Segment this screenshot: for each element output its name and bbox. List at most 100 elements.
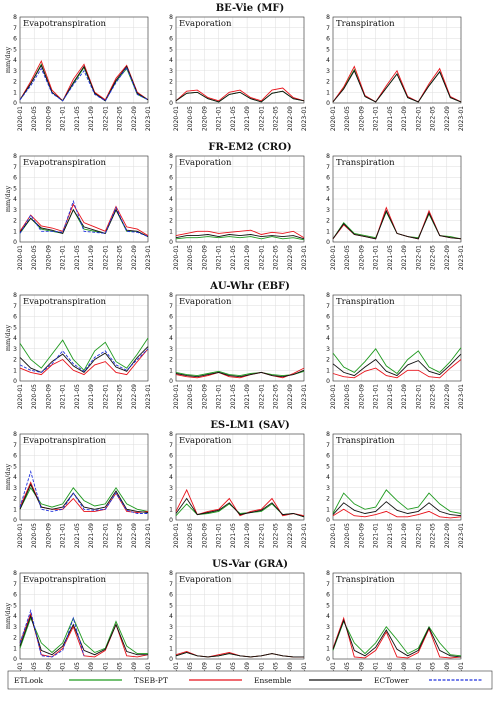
x-tick-label: 2020-05: [31, 384, 38, 409]
y-tick-label: 5: [169, 602, 173, 609]
y-tick-label: 2: [13, 357, 17, 364]
x-tick-label: 2022-05: [117, 245, 124, 270]
y-tick-label: 0: [326, 517, 330, 524]
series-line: [332, 620, 462, 657]
x-tick-label: 2023-01: [145, 245, 152, 270]
panel-title: Evaporation: [179, 158, 232, 168]
y-tick-label: 4: [13, 474, 17, 481]
x-tick-label: 2021-05: [387, 523, 394, 548]
y-tick-label: 8: [326, 292, 330, 299]
series-line: [332, 618, 462, 658]
y-tick-label: 8: [13, 14, 17, 21]
y-tick-label: 3: [13, 207, 17, 214]
y-tick-label: 0: [13, 517, 17, 524]
y-tick-label: 7: [169, 442, 173, 449]
x-tick-label: 2021-01: [373, 106, 380, 131]
x-tick-label: 2020-09: [201, 245, 208, 270]
x-tick-label: 2022-09: [131, 106, 138, 131]
x-tick-label: 2020-01: [17, 523, 24, 548]
x-tick-label: 2020-01: [173, 245, 180, 270]
x-tick-label: 2020-09: [358, 245, 365, 270]
series-line: [175, 369, 305, 378]
series-line: [19, 608, 85, 658]
y-tick-label: 2: [169, 79, 173, 86]
y-tick-label: 5: [326, 324, 330, 331]
y-tick-label: 2: [169, 496, 173, 503]
x-tick-label: 2023-01: [458, 106, 465, 131]
plot-frame: [332, 155, 462, 243]
y-tick-label: 3: [13, 624, 17, 631]
series-line: [19, 59, 149, 102]
x-tick-label: 2022-09: [444, 106, 451, 131]
y-tick-label: 3: [326, 624, 330, 631]
x-tick-label: 2022-05: [273, 106, 280, 131]
x-tick-label: 2020-05: [31, 245, 38, 270]
x-tick-label: 2021-05: [74, 106, 81, 131]
y-tick-label: 5: [169, 324, 173, 331]
series-line: [332, 206, 462, 240]
series-line: [19, 199, 149, 238]
y-tick-label: 2: [13, 635, 17, 642]
x-tick-label: 2022-01: [102, 523, 109, 548]
x-tick-label: 2020-05: [187, 106, 194, 131]
y-tick-label: 7: [169, 164, 173, 171]
x-tick-label: 2020-01: [173, 523, 180, 548]
y-tick-label: 4: [13, 613, 17, 620]
x-tick-label: 2021-05: [387, 245, 394, 270]
y-tick-label: 1: [13, 645, 17, 652]
series-line: [19, 66, 149, 102]
x-tick-label: 2021-09: [244, 384, 251, 409]
x-tick-label: 2020-01: [330, 106, 337, 131]
x-tick-label: 2021-05: [74, 523, 81, 548]
x-tick-label: 2020-09: [45, 106, 52, 131]
x-tick-label: 2021-05: [387, 384, 394, 409]
y-tick-label: 4: [326, 196, 330, 203]
x-tick-label: 2021-01: [373, 384, 380, 409]
x-tick-label: 2021-09: [401, 106, 408, 131]
panel-title: Evaporation: [179, 575, 232, 585]
plot-frame: [19, 433, 149, 521]
x-tick-label: 2021-09: [401, 384, 408, 409]
series-line: [332, 616, 462, 659]
y-tick-label: 2: [169, 357, 173, 364]
y-axis-label: mm/day: [4, 186, 12, 213]
x-tick-label: 2023-01: [145, 384, 152, 409]
y-tick-label: 3: [169, 68, 173, 75]
y-tick-label: 4: [13, 196, 17, 203]
x-tick-label: 2021-01: [216, 106, 223, 131]
series-line: [19, 469, 148, 514]
x-tick-label: 2020-09: [201, 384, 208, 409]
series-line: [19, 337, 149, 372]
y-tick-label: 1: [326, 645, 330, 652]
x-tick-label: 2022-09: [444, 384, 451, 409]
x-tick-label: 2022-05: [117, 106, 124, 131]
x-tick-label: 2022-09: [131, 523, 138, 548]
panel-title: Evapotranspiration: [23, 297, 107, 307]
y-tick-label: 2: [326, 357, 330, 364]
y-tick-label: 1: [13, 367, 17, 374]
x-tick-label: 2023-01: [301, 384, 308, 409]
y-tick-label: 5: [326, 46, 330, 53]
series-line: [332, 209, 462, 240]
x-tick-label: 2022-05: [273, 245, 280, 270]
series-line: [19, 208, 149, 238]
panel-title: Transpiration: [336, 19, 395, 29]
y-tick-label: 5: [13, 602, 17, 609]
x-tick-label: 2020-01: [330, 384, 337, 409]
x-tick-label: 2021-05: [230, 384, 237, 409]
x-tick-label: 2022-01: [102, 245, 109, 270]
y-tick-label: 3: [13, 485, 17, 492]
y-tick-label: 0: [326, 100, 330, 107]
series-line: [175, 497, 305, 518]
x-tick-label: 2022-09: [287, 523, 294, 548]
x-tick-label: 2020-09: [201, 106, 208, 131]
y-tick-label: 6: [169, 175, 173, 182]
series-line: [19, 486, 149, 512]
x-tick-label: 2022-01: [102, 106, 109, 131]
y-tick-label: 5: [13, 324, 17, 331]
x-tick-label: 2023-01: [458, 384, 465, 409]
x-tick-label: 2022-05: [430, 106, 437, 131]
x-tick-label: 2022-05: [117, 523, 124, 548]
x-tick-label: 2021-05: [74, 384, 81, 409]
y-tick-label: 3: [169, 346, 173, 353]
